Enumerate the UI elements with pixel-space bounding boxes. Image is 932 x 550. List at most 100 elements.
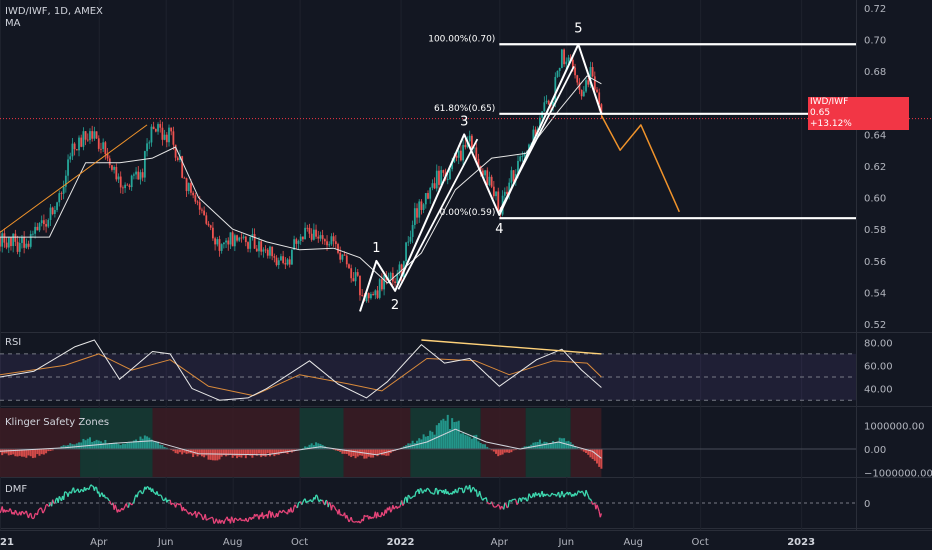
klinger-bar (14, 449, 17, 457)
klinger-bar (440, 420, 443, 449)
candle-body (82, 131, 85, 147)
klinger-bar (431, 431, 434, 449)
candle-body (545, 100, 548, 103)
klinger-bar (282, 449, 285, 454)
dmf-segment (456, 487, 460, 493)
dmf-segment (158, 494, 161, 497)
klinger-bar (181, 449, 184, 455)
klinger-bar (433, 434, 436, 449)
klinger-bar (247, 449, 250, 456)
klinger-bar (154, 441, 157, 449)
klinger-bar (157, 441, 160, 449)
dmf-segment (23, 512, 26, 515)
rsi-pane-label[interactable]: RSI (5, 337, 22, 348)
dmf-segment (57, 496, 60, 504)
candle-body (3, 233, 6, 243)
candle-body (75, 149, 78, 151)
candle-body (319, 235, 322, 239)
candle-body (135, 171, 137, 175)
klinger-bar (455, 421, 458, 449)
candle-body (475, 147, 478, 159)
dmf-segment (230, 516, 234, 520)
candle-body (80, 137, 83, 147)
candle-body (589, 67, 592, 85)
candle-body (67, 159, 69, 176)
candle-body (192, 192, 195, 196)
klinger-bar (1, 449, 4, 456)
dmf-segment (359, 521, 362, 524)
wave-count-label: 2 (391, 298, 399, 313)
klinger-bar (587, 449, 590, 455)
klinger-bar (62, 445, 65, 449)
candle-body (299, 236, 302, 242)
dmf-segment (325, 499, 328, 502)
candle-body (312, 229, 315, 240)
klinger-bar (159, 444, 162, 449)
dmf-segment (569, 491, 572, 494)
candle-body (440, 170, 443, 185)
dmf-segment (403, 497, 406, 505)
klinger-bar (139, 436, 142, 449)
klinger-bar (121, 443, 124, 449)
klinger-zone (343, 408, 411, 477)
klinger-bar (268, 449, 271, 457)
klinger-pane-label[interactable]: Klinger Safety Zones (5, 417, 110, 428)
dmf-segment (339, 513, 342, 516)
klinger-bar (78, 442, 81, 449)
candle-body (484, 170, 486, 176)
candle-body (137, 171, 140, 180)
candle-body (7, 237, 10, 248)
candle-body (14, 233, 17, 242)
candle-body (71, 143, 74, 157)
klinger-bar (7, 449, 10, 456)
candle-body (29, 233, 32, 247)
dmf-segment (503, 502, 506, 510)
candle-body (497, 191, 500, 212)
candle-body (128, 185, 131, 188)
klinger-bar (420, 439, 423, 449)
dmf-segment (599, 513, 603, 518)
candle-body (479, 166, 482, 171)
klinger-bar (503, 449, 506, 453)
candle-body (521, 156, 524, 157)
klinger-bar (284, 449, 287, 453)
klinger-bar (174, 449, 177, 454)
dmf-segment (480, 495, 483, 499)
dmf-pane-label[interactable]: DMF (5, 484, 28, 495)
dmf-segment (44, 504, 47, 510)
klinger-bar (128, 442, 131, 449)
dmf-segment (340, 514, 343, 517)
dmf-segment (37, 508, 40, 511)
time-axis-tick: Jun (557, 537, 574, 548)
dmf-segment (351, 520, 354, 523)
candle-body (161, 127, 164, 140)
candle-body (359, 275, 361, 296)
klinger-bar (236, 449, 239, 459)
candle-body (187, 183, 190, 192)
candle-body (405, 242, 407, 262)
candle-body (225, 240, 227, 243)
klinger-bar (376, 449, 379, 457)
dmf-segment (21, 510, 24, 513)
candle-body (411, 224, 414, 237)
klinger-bar (486, 446, 489, 449)
dmf-segment (137, 491, 140, 493)
dmf-segment (210, 516, 213, 519)
candle-body (249, 237, 252, 249)
dmf-segment (302, 499, 305, 503)
ma-indicator-label[interactable]: MA (5, 18, 21, 29)
klinger-bar (369, 449, 372, 458)
klinger-bar (82, 438, 85, 449)
dmf-segment (279, 510, 282, 513)
dmf-segment (469, 484, 472, 493)
dmf-segment (581, 490, 584, 493)
klinger-bar (462, 433, 465, 449)
trendline-resistance (0, 124, 148, 233)
klinger-bar (427, 436, 429, 449)
candle-body (352, 278, 355, 282)
candle-body (510, 170, 513, 183)
candle-body (18, 242, 21, 252)
klinger-bar (242, 449, 245, 456)
candle-body (567, 57, 570, 62)
